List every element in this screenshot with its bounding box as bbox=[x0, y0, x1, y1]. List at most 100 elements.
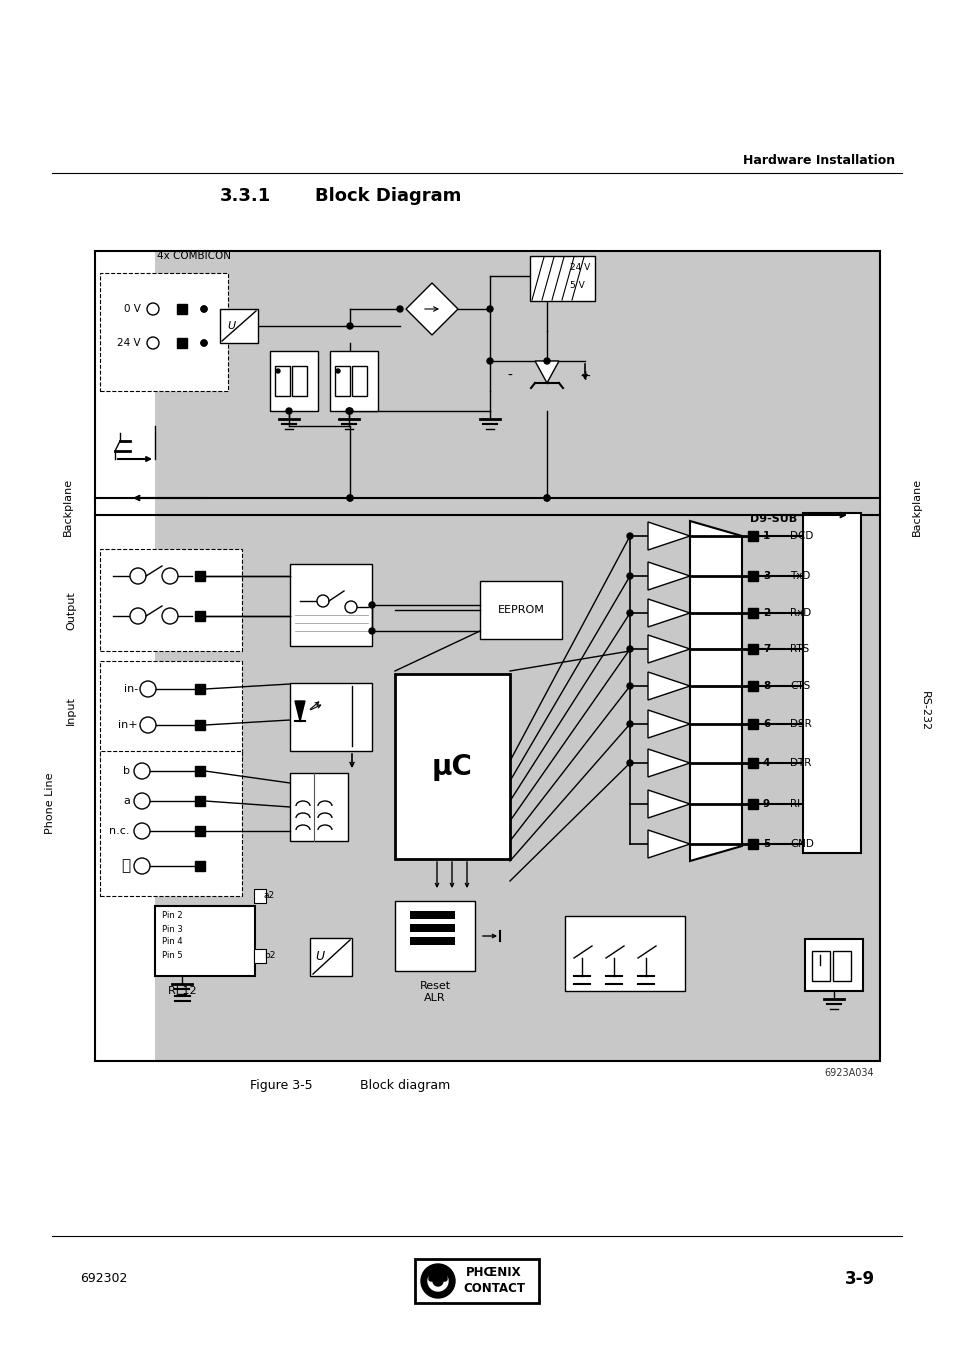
Text: DTR: DTR bbox=[789, 758, 810, 767]
Bar bbox=[747, 839, 758, 848]
Text: in+: in+ bbox=[118, 720, 138, 730]
Bar bbox=[177, 304, 187, 313]
Bar bbox=[804, 939, 862, 992]
Circle shape bbox=[347, 494, 353, 501]
Circle shape bbox=[543, 494, 550, 501]
Text: 3.3.1: 3.3.1 bbox=[220, 186, 271, 205]
Bar bbox=[747, 758, 758, 767]
Circle shape bbox=[162, 608, 178, 624]
Text: Input: Input bbox=[66, 697, 76, 725]
Bar bbox=[253, 948, 266, 963]
Bar bbox=[410, 924, 455, 932]
Circle shape bbox=[433, 1275, 442, 1286]
Text: U: U bbox=[315, 951, 324, 963]
Circle shape bbox=[316, 594, 329, 607]
Text: Pin 4: Pin 4 bbox=[162, 938, 182, 947]
Circle shape bbox=[369, 603, 375, 608]
Circle shape bbox=[626, 611, 633, 616]
Circle shape bbox=[162, 567, 178, 584]
Text: RxD: RxD bbox=[789, 608, 810, 617]
Bar bbox=[194, 571, 205, 581]
Bar bbox=[194, 611, 205, 621]
Circle shape bbox=[347, 408, 353, 413]
Bar bbox=[802, 513, 861, 852]
Bar bbox=[95, 251, 154, 701]
Polygon shape bbox=[647, 711, 689, 738]
Polygon shape bbox=[647, 671, 689, 700]
Bar bbox=[292, 366, 307, 396]
FancyBboxPatch shape bbox=[429, 1269, 447, 1281]
Bar bbox=[100, 751, 242, 896]
Text: U: U bbox=[227, 322, 234, 331]
Text: 3-9: 3-9 bbox=[844, 1270, 874, 1288]
Text: a: a bbox=[123, 796, 130, 807]
Text: 4: 4 bbox=[762, 758, 770, 767]
Bar bbox=[253, 889, 266, 902]
Text: +: + bbox=[578, 369, 590, 382]
Text: Block Diagram: Block Diagram bbox=[314, 186, 461, 205]
Text: -: - bbox=[507, 369, 512, 382]
Bar bbox=[290, 563, 372, 646]
Text: 6923A034: 6923A034 bbox=[823, 1069, 873, 1078]
Bar bbox=[154, 907, 254, 975]
Circle shape bbox=[626, 761, 633, 766]
Bar bbox=[330, 351, 377, 411]
Text: 1: 1 bbox=[762, 531, 769, 540]
Text: ⏚: ⏚ bbox=[121, 858, 130, 874]
Text: RTS: RTS bbox=[789, 644, 808, 654]
Bar bbox=[290, 684, 372, 751]
Circle shape bbox=[133, 823, 150, 839]
Circle shape bbox=[140, 681, 156, 697]
Circle shape bbox=[396, 305, 402, 312]
Circle shape bbox=[486, 358, 493, 363]
Circle shape bbox=[130, 608, 146, 624]
Polygon shape bbox=[647, 635, 689, 663]
Bar bbox=[395, 901, 475, 971]
Circle shape bbox=[347, 494, 353, 501]
Bar bbox=[194, 825, 205, 836]
Circle shape bbox=[369, 628, 375, 634]
Bar bbox=[194, 796, 205, 807]
Text: 5 V: 5 V bbox=[569, 281, 584, 290]
Polygon shape bbox=[647, 748, 689, 777]
Circle shape bbox=[286, 408, 292, 413]
Circle shape bbox=[543, 358, 550, 363]
Polygon shape bbox=[689, 521, 741, 861]
Text: μC: μC bbox=[431, 753, 472, 781]
Circle shape bbox=[626, 721, 633, 727]
Circle shape bbox=[626, 534, 633, 539]
Text: n.c.: n.c. bbox=[110, 825, 130, 836]
Circle shape bbox=[130, 567, 146, 584]
Bar bbox=[194, 684, 205, 694]
Text: 2: 2 bbox=[762, 608, 769, 617]
Bar bbox=[530, 255, 595, 301]
Text: 24 V: 24 V bbox=[117, 338, 141, 349]
Bar bbox=[352, 366, 367, 396]
Circle shape bbox=[133, 763, 150, 780]
Text: Pin 3: Pin 3 bbox=[162, 924, 183, 934]
Text: Pin 5: Pin 5 bbox=[162, 951, 182, 959]
Text: 3: 3 bbox=[762, 571, 769, 581]
Circle shape bbox=[626, 646, 633, 653]
Circle shape bbox=[201, 340, 207, 346]
Bar bbox=[747, 571, 758, 581]
Circle shape bbox=[133, 858, 150, 874]
Bar bbox=[100, 549, 242, 651]
Text: GND: GND bbox=[789, 839, 813, 848]
Text: RI: RI bbox=[789, 798, 800, 809]
Text: 6: 6 bbox=[762, 719, 769, 730]
Bar bbox=[274, 366, 290, 396]
Bar bbox=[747, 608, 758, 617]
Bar bbox=[154, 251, 879, 1061]
Bar bbox=[395, 674, 510, 859]
Text: D9-SUB: D9-SUB bbox=[749, 513, 797, 524]
Bar bbox=[479, 581, 561, 639]
Bar bbox=[290, 773, 348, 842]
Bar bbox=[747, 719, 758, 730]
Text: 24 V: 24 V bbox=[569, 263, 590, 273]
Text: 4x COMBICON: 4x COMBICON bbox=[157, 251, 231, 261]
Text: ALR: ALR bbox=[424, 993, 445, 1002]
Text: Figure 3-5: Figure 3-5 bbox=[250, 1079, 313, 1093]
Bar bbox=[177, 338, 187, 349]
Text: 0 V: 0 V bbox=[124, 304, 141, 313]
